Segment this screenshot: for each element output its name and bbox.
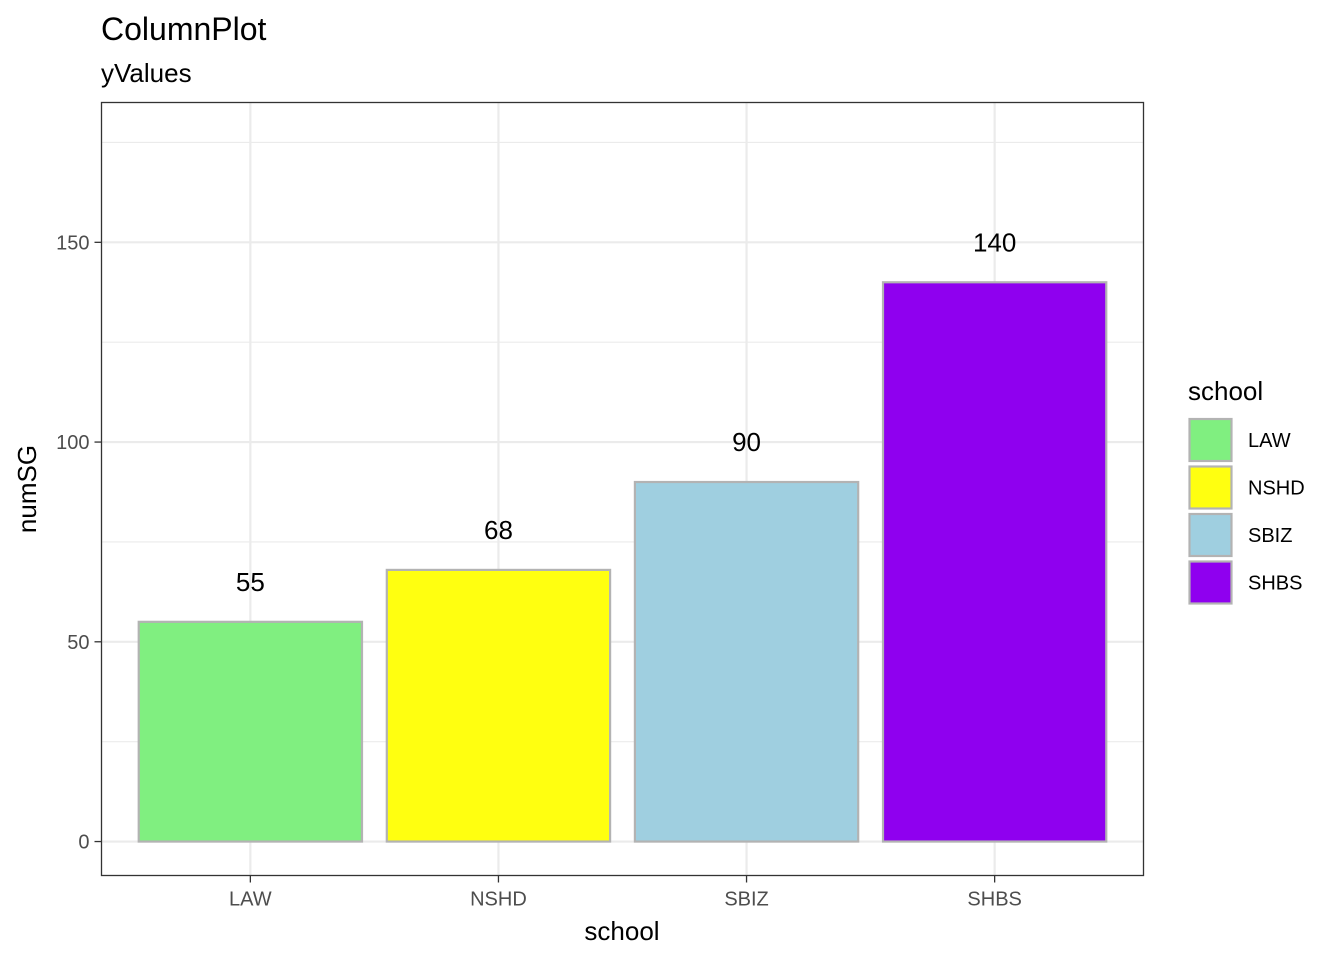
y-tick-label: 150 — [56, 232, 89, 254]
legend-label-shbs: SHBS — [1248, 573, 1302, 595]
chart-subtitle: yValues — [101, 58, 192, 88]
legend-key-shbs — [1188, 560, 1233, 605]
data-label-nshd: 68 — [484, 515, 513, 545]
x-tick-label: SHBS — [967, 889, 1021, 911]
bar-shbs — [881, 281, 1108, 843]
y-tick-label: 0 — [78, 832, 89, 854]
chart-title: ColumnPlot — [101, 11, 267, 47]
legend-key-law — [1188, 417, 1233, 463]
legend-label-sbiz: SBIZ — [1248, 525, 1292, 547]
x-tick-label: NSHD — [470, 889, 527, 911]
data-labels: 55 68 90 140 — [236, 227, 1016, 597]
x-axis-title: school — [584, 916, 659, 946]
bar-sbiz — [633, 480, 860, 843]
y-axis: 0 50 100 150 — [56, 232, 102, 854]
bar-nshd — [385, 568, 612, 843]
legend-key-nshd — [1188, 465, 1233, 510]
legend-title: school — [1188, 376, 1263, 406]
x-tick-label: LAW — [229, 889, 272, 911]
legend: school LAW NSHD SBIZ SHBS — [1188, 376, 1305, 605]
legend-label-nshd: NSHD — [1248, 478, 1305, 500]
y-axis-title: numSG — [12, 445, 42, 533]
legend-key-sbiz — [1188, 512, 1233, 558]
bars — [137, 281, 1108, 843]
data-label-sbiz: 90 — [732, 427, 761, 457]
y-tick-label: 50 — [67, 632, 89, 654]
x-axis: LAW NSHD SBIZ SHBS — [229, 875, 1022, 911]
data-label-shbs: 140 — [973, 227, 1016, 257]
x-tick-label: SBIZ — [724, 889, 768, 911]
plot-panel-border — [100, 101, 1145, 877]
bar-law — [137, 620, 364, 843]
y-tick-label: 100 — [56, 432, 89, 454]
legend-label-law: LAW — [1248, 430, 1291, 452]
data-label-law: 55 — [236, 567, 265, 597]
